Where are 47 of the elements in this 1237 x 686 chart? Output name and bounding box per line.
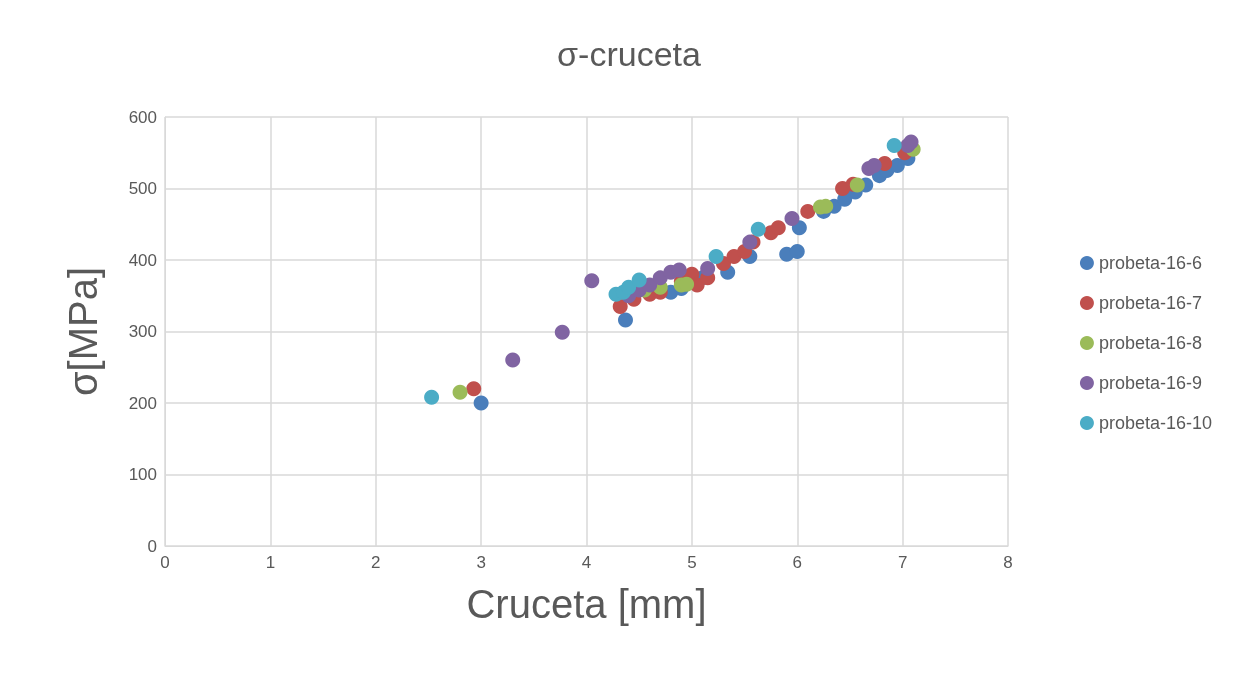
point xyxy=(473,395,489,411)
x-tick-label: 1 xyxy=(265,553,276,572)
point xyxy=(789,243,805,259)
point xyxy=(584,273,600,289)
y-tick-label: 200 xyxy=(128,393,157,413)
legend-label: probeta-16-7 xyxy=(1098,293,1202,313)
point xyxy=(621,279,637,295)
y-tick-label: 0 xyxy=(147,536,157,556)
point xyxy=(886,138,902,154)
x-tick-label: 3 xyxy=(476,553,486,572)
point xyxy=(750,221,766,237)
point xyxy=(452,384,468,400)
x-tick-label: 5 xyxy=(687,553,697,572)
point xyxy=(505,352,521,368)
legend-label: probeta-16-9 xyxy=(1098,373,1202,393)
point xyxy=(770,220,786,236)
point xyxy=(612,298,628,314)
legend-label: probeta-16-8 xyxy=(1098,333,1202,353)
legend-label: probeta-16-6 xyxy=(1098,253,1202,273)
point xyxy=(708,248,724,264)
x-axis-title: Cruceta [mm] xyxy=(466,582,707,626)
y-tick-label: 400 xyxy=(128,250,157,270)
point xyxy=(618,312,633,328)
point xyxy=(800,203,816,219)
point xyxy=(700,261,716,277)
x-tick-label: 8 xyxy=(1003,553,1013,572)
point xyxy=(784,211,800,227)
y-tick-label: 300 xyxy=(128,322,157,341)
x-tick-label: 2 xyxy=(371,553,381,572)
legend-label: probeta-16-10 xyxy=(1098,413,1213,433)
point xyxy=(866,158,882,174)
x-tick-label: 0 xyxy=(160,553,170,572)
point xyxy=(554,324,570,340)
y-tick-label: 100 xyxy=(128,465,157,484)
y-tick-label: 500 xyxy=(128,179,157,198)
x-tick-label: 4 xyxy=(581,553,592,572)
chart-title: σ-cruceta xyxy=(557,35,701,73)
x-tick-label: 6 xyxy=(792,553,802,572)
point xyxy=(849,177,865,193)
x-tick-label: 7 xyxy=(897,553,908,572)
y-tick-label: 600 xyxy=(128,107,157,127)
point xyxy=(671,262,687,278)
y-axis-title: σ[MPa] xyxy=(61,266,105,397)
point xyxy=(903,134,919,150)
point xyxy=(424,389,440,405)
point xyxy=(631,272,647,288)
point xyxy=(466,381,482,397)
